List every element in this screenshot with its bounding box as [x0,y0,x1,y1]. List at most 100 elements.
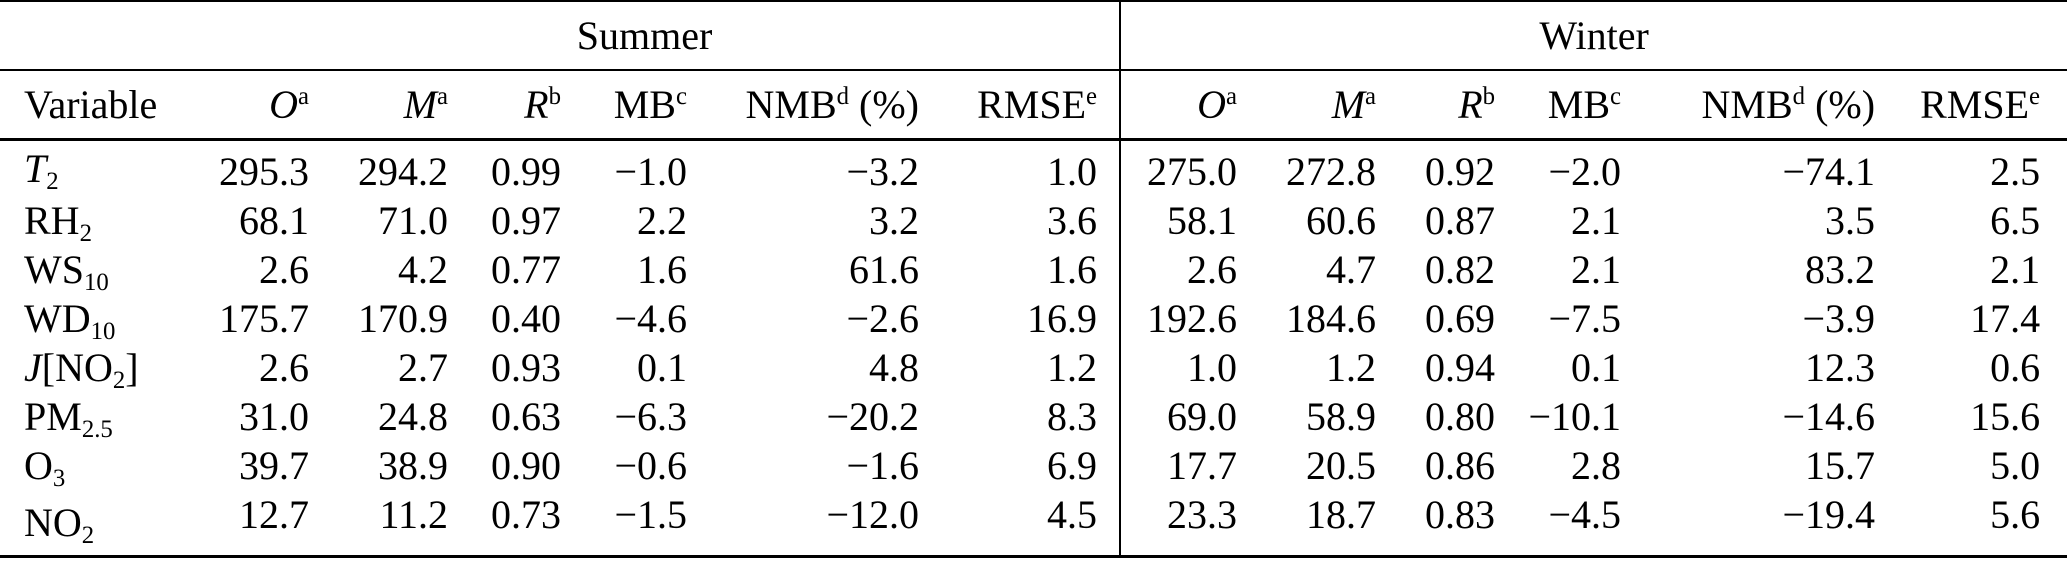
value-cell: 2.6 [259,247,309,292]
value-cell: 12.3 [1805,345,1876,390]
value-cell: 11.2 [379,492,448,537]
column-header-winter-m: Ma [1239,70,1379,141]
value-cell: 275.0 [1119,139,1240,196]
value-cell: 1.6 [637,247,687,292]
variable-cell: PM2.5 [24,394,113,443]
variable-cell: NO2 [24,500,95,549]
value-cell: −12.0 [826,492,919,537]
value-cell: −6.3 [614,394,687,439]
table-row: NO2 12.7 11.2 0.73 −1.5 −12.0 4.5 23.3 18.7 0.83 −… [0,490,2067,557]
column-header-row: Variable Oa Ma Rb MBc NMBd (%) RMSEe Oa … [0,70,2067,141]
variable-cell: O3 [24,443,66,492]
table-row: RH2 68.1 71.0 0.97 2.2 3.2 3.6 58.1 60.6 0.87 2.1 3… [0,196,2067,247]
column-header-summer-r: Rb [450,70,563,141]
variable-cell: J[NO2] [24,345,139,394]
value-cell: −20.2 [826,394,919,439]
variable-cell: WS10 [24,247,109,296]
value-cell: −3.9 [1802,296,1876,341]
value-cell: 0.90 [491,443,561,488]
value-cell: 4.8 [869,345,919,390]
variable-cell: RH2 [24,198,92,247]
value-cell: 23.3 [1119,490,1240,557]
value-cell: 0.40 [491,296,561,341]
table-body: T2 295.3 294.2 0.99 −1.0 −3.2 1.0 275.0 272.8 0.9… [0,139,2067,557]
value-cell: 184.6 [1286,296,1377,341]
group-header-row: Summer Winter [0,1,2067,71]
value-cell: −4.5 [1548,492,1622,537]
value-cell: 18.7 [1306,492,1377,537]
value-cell: 2.5 [1990,149,2041,194]
value-cell: 1.2 [1047,345,1098,390]
column-header-winter-nmb: NMBd (%) [1623,70,1878,141]
value-cell: 58.1 [1119,196,1240,245]
value-cell: 1.0 [1047,149,1098,194]
column-header-winter-rmse: RMSEe [1877,70,2067,141]
value-cell: −3.2 [846,149,919,194]
column-header-summer-o: Oa [170,70,311,141]
value-cell: 0.1 [1571,345,1622,390]
value-cell: 0.92 [1425,149,1496,194]
value-cell: −7.5 [1548,296,1622,341]
value-cell: 83.2 [1805,247,1876,292]
value-cell: 0.97 [491,198,561,243]
column-header-winter-r: Rb [1378,70,1498,141]
value-cell: 2.1 [1571,247,1622,292]
value-cell: 3.6 [1047,198,1098,243]
value-cell: 5.0 [1990,443,2041,488]
value-cell: 0.94 [1425,345,1496,390]
value-cell: 1.2 [1326,345,1377,390]
value-cell: 69.0 [1119,392,1240,441]
value-cell: 0.1 [637,345,687,390]
table-row: O3 39.7 38.9 0.90 −0.6 −1.6 6.9 17.7 20.5 0.86 2.8… [0,441,2067,492]
value-cell: 4.7 [1326,247,1377,292]
value-cell: −1.6 [846,443,919,488]
value-cell: 5.6 [1990,492,2041,537]
value-cell: 4.5 [1047,492,1098,537]
value-cell: 38.9 [378,443,448,488]
value-cell: 2.1 [1990,247,2041,292]
value-cell: 294.2 [358,149,448,194]
column-header-winter-o: Oa [1119,70,1240,141]
group-header-winter: Winter [1119,1,2067,71]
value-cell: −14.6 [1782,394,1876,439]
value-cell: 2.1 [1571,198,1622,243]
variable-cell: WD10 [24,296,116,345]
value-cell: 58.9 [1306,394,1377,439]
value-cell: 61.6 [849,247,919,292]
value-cell: −2.6 [846,296,919,341]
value-cell: −1.0 [614,149,687,194]
value-cell: 6.9 [1047,443,1098,488]
value-cell: 0.63 [491,394,561,439]
value-cell: 2.6 [1119,245,1240,294]
value-cell: 192.6 [1119,294,1240,343]
value-cell: −2.0 [1548,149,1622,194]
value-cell: 1.0 [1119,343,1240,392]
value-cell: 2.2 [637,198,687,243]
table-row: T2 295.3 294.2 0.99 −1.0 −3.2 1.0 275.0 272.8 0.9… [0,139,2067,196]
column-header-summer-nmb: NMBd (%) [689,70,921,141]
value-cell: 1.6 [1047,247,1098,292]
value-cell: −10.1 [1528,394,1622,439]
value-cell: 0.82 [1425,247,1496,292]
value-cell: −74.1 [1782,149,1876,194]
table-row: PM2.5 31.0 24.8 0.63 −6.3 −20.2 8.3 69.0 58.9 0.8… [0,392,2067,443]
value-cell: 60.6 [1306,198,1377,243]
value-cell: −0.6 [614,443,687,488]
value-cell: 0.83 [1425,492,1496,537]
value-cell: 175.7 [219,296,309,341]
value-cell: 3.5 [1825,198,1876,243]
group-header-spacer [0,1,170,71]
table-row: WD10 175.7 170.9 0.40 −4.6 −2.6 16.9 192.6 184.6… [0,294,2067,345]
value-cell: 12.7 [239,492,309,537]
column-header-winter-mb: MBc [1497,70,1624,141]
variable-cell: T2 [24,146,59,195]
value-cell: 0.86 [1425,443,1496,488]
value-cell: 0.87 [1425,198,1496,243]
value-cell: 0.73 [491,492,561,537]
column-header-summer-mb: MBc [563,70,689,141]
value-cell: 0.77 [491,247,561,292]
value-cell: 0.69 [1425,296,1496,341]
value-cell: 24.8 [378,394,448,439]
value-cell: 16.9 [1027,296,1098,341]
